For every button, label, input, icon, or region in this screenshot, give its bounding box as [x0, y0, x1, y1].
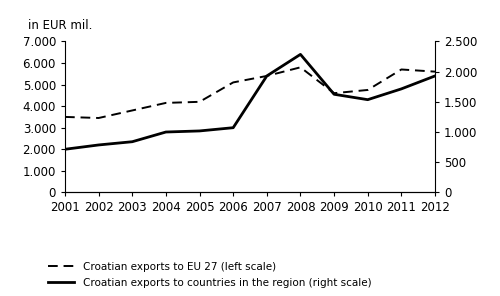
Croatian exports to EU 27 (left scale)	[130, 109, 136, 112]
Croatian exports to countries in the region (right scale)	[264, 74, 270, 78]
Croatian exports to EU 27 (left scale)	[298, 65, 304, 69]
Croatian exports to countries in the region (right scale)	[398, 87, 404, 91]
Croatian exports to EU 27 (left scale)	[96, 116, 102, 120]
Croatian exports to countries in the region (right scale)	[298, 53, 304, 56]
Croatian exports to countries in the region (right scale)	[62, 147, 68, 151]
Croatian exports to countries in the region (right scale)	[130, 140, 136, 144]
Croatian exports to EU 27 (left scale)	[432, 70, 438, 73]
Croatian exports to countries in the region (right scale)	[432, 74, 438, 78]
Line: Croatian exports to EU 27 (left scale): Croatian exports to EU 27 (left scale)	[65, 67, 435, 118]
Croatian exports to countries in the region (right scale)	[364, 98, 370, 102]
Legend: Croatian exports to EU 27 (left scale), Croatian exports to countries in the reg: Croatian exports to EU 27 (left scale), …	[45, 259, 374, 291]
Croatian exports to countries in the region (right scale)	[163, 130, 169, 134]
Croatian exports to EU 27 (left scale)	[398, 68, 404, 71]
Croatian exports to countries in the region (right scale)	[96, 143, 102, 147]
Croatian exports to EU 27 (left scale)	[62, 115, 68, 119]
Croatian exports to EU 27 (left scale)	[196, 100, 202, 104]
Croatian exports to EU 27 (left scale)	[163, 101, 169, 105]
Croatian exports to countries in the region (right scale)	[196, 129, 202, 133]
Croatian exports to EU 27 (left scale)	[230, 81, 236, 84]
Text: in EUR mil.: in EUR mil.	[28, 19, 92, 32]
Croatian exports to EU 27 (left scale)	[364, 88, 370, 92]
Line: Croatian exports to countries in the region (right scale): Croatian exports to countries in the reg…	[65, 54, 435, 149]
Croatian exports to EU 27 (left scale)	[331, 91, 337, 95]
Croatian exports to EU 27 (left scale)	[264, 74, 270, 78]
Croatian exports to countries in the region (right scale)	[230, 126, 236, 129]
Croatian exports to countries in the region (right scale)	[331, 92, 337, 96]
